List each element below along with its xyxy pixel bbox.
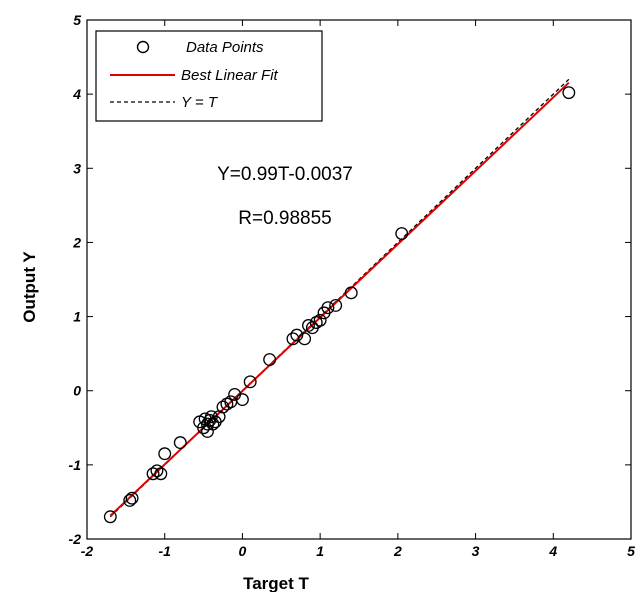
y-tick-label: 0 <box>73 383 81 399</box>
y-tick-label: 1 <box>73 309 81 325</box>
x-tick-label: -1 <box>158 543 171 559</box>
y-tick-label: 3 <box>73 160 81 176</box>
x-tick-label: 0 <box>239 543 247 559</box>
y-tick-label: 5 <box>73 12 81 28</box>
x-tick-label: 4 <box>548 543 557 559</box>
legend-marker-data-points <box>136 40 150 54</box>
data-point <box>123 493 137 507</box>
data-point <box>329 299 343 312</box>
data-point <box>201 417 214 431</box>
data-point <box>150 464 164 478</box>
fit-equation-annotation: Y=0.99T-0.0037 <box>217 164 353 185</box>
y-tick-label: -1 <box>69 457 82 473</box>
plot-area: -2 -1 0 1 2 3 4 5 -2 -1 0 1 2 3 4 5 <box>69 12 636 559</box>
data-point <box>154 467 168 481</box>
data-point <box>562 86 576 100</box>
legend: Data Points Best Linear Fit Y = T <box>95 30 323 122</box>
x-tick-label: -2 <box>81 543 94 559</box>
r-value-annotation: R=0.98855 <box>238 208 332 229</box>
y-tick-label: 2 <box>72 234 81 250</box>
x-tick-label: 5 <box>627 543 635 559</box>
data-point <box>344 286 358 300</box>
data-point <box>158 447 172 461</box>
annotations: Y=0.99T-0.0037 R=0.98855 <box>217 164 353 229</box>
x-axis-label: Target T <box>243 574 309 592</box>
data-point <box>173 436 187 450</box>
legend-label-data-points: Data Points <box>186 39 264 56</box>
data-point <box>298 332 312 346</box>
data-point <box>125 491 139 505</box>
legend-label-best-fit: Best Linear Fit <box>181 67 279 84</box>
data-point <box>290 328 304 342</box>
axes-frame <box>86 19 632 540</box>
data-point <box>313 313 327 327</box>
data-point <box>103 510 117 524</box>
y-tick-label: 4 <box>72 86 81 102</box>
x-tick-label: 3 <box>472 543 480 559</box>
x-tick-label: 1 <box>316 543 324 559</box>
best-fit-line <box>109 81 570 517</box>
data-point <box>321 301 335 315</box>
y-tick-label: -2 <box>69 531 82 547</box>
data-point <box>235 393 249 407</box>
data-point <box>146 467 160 481</box>
data-point <box>263 353 277 367</box>
legend-label-identity: Y = T <box>181 94 219 111</box>
data-point <box>243 375 257 389</box>
data-point <box>395 227 409 240</box>
y-axis-label: Output Y <box>20 251 39 323</box>
x-tick-label: 2 <box>393 543 402 559</box>
